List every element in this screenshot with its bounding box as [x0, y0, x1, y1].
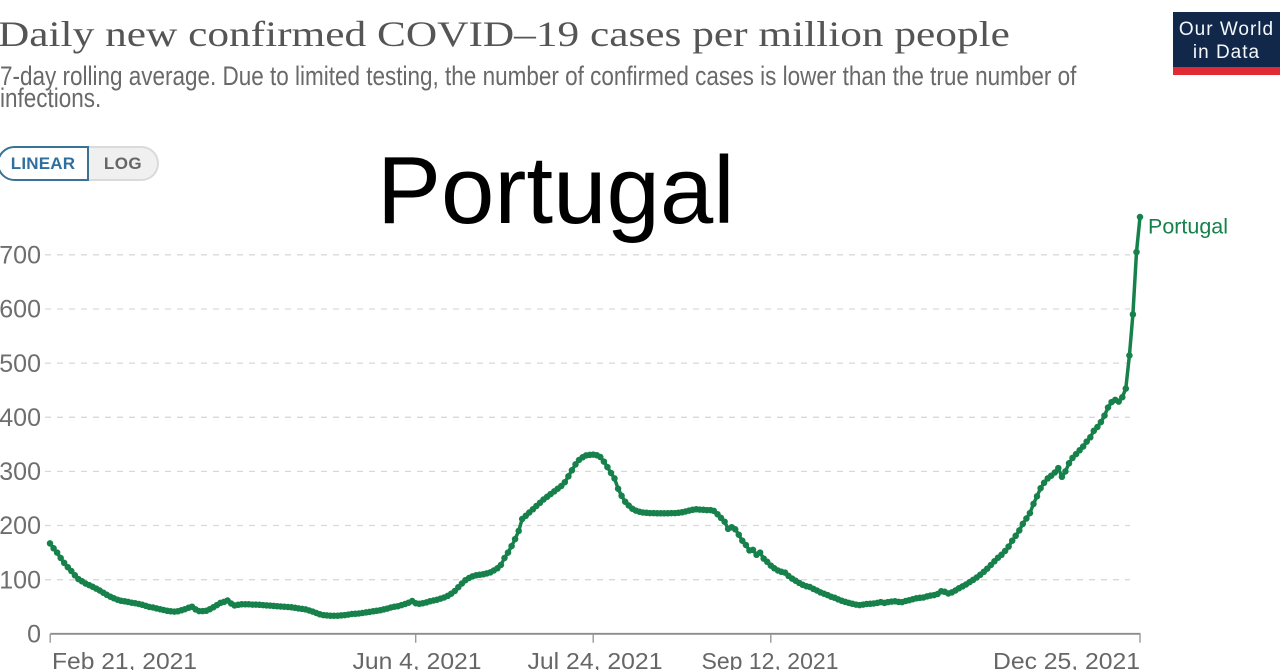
svg-text:Portugal: Portugal [1148, 215, 1228, 239]
svg-text:700: 700 [0, 242, 41, 270]
svg-text:500: 500 [0, 350, 41, 378]
svg-text:200: 200 [0, 512, 41, 540]
svg-text:100: 100 [0, 566, 41, 594]
svg-text:Jun 4, 2021: Jun 4, 2021 [353, 648, 482, 670]
svg-text:300: 300 [0, 458, 41, 486]
svg-text:Feb 21, 2021: Feb 21, 2021 [52, 648, 197, 670]
svg-text:0: 0 [27, 621, 41, 649]
svg-text:Jul 24, 2021: Jul 24, 2021 [528, 648, 663, 670]
svg-text:600: 600 [0, 296, 41, 324]
svg-text:Sep 12, 2021: Sep 12, 2021 [702, 648, 839, 670]
svg-text:400: 400 [0, 404, 41, 432]
svg-text:Dec 25, 2021: Dec 25, 2021 [993, 648, 1140, 670]
